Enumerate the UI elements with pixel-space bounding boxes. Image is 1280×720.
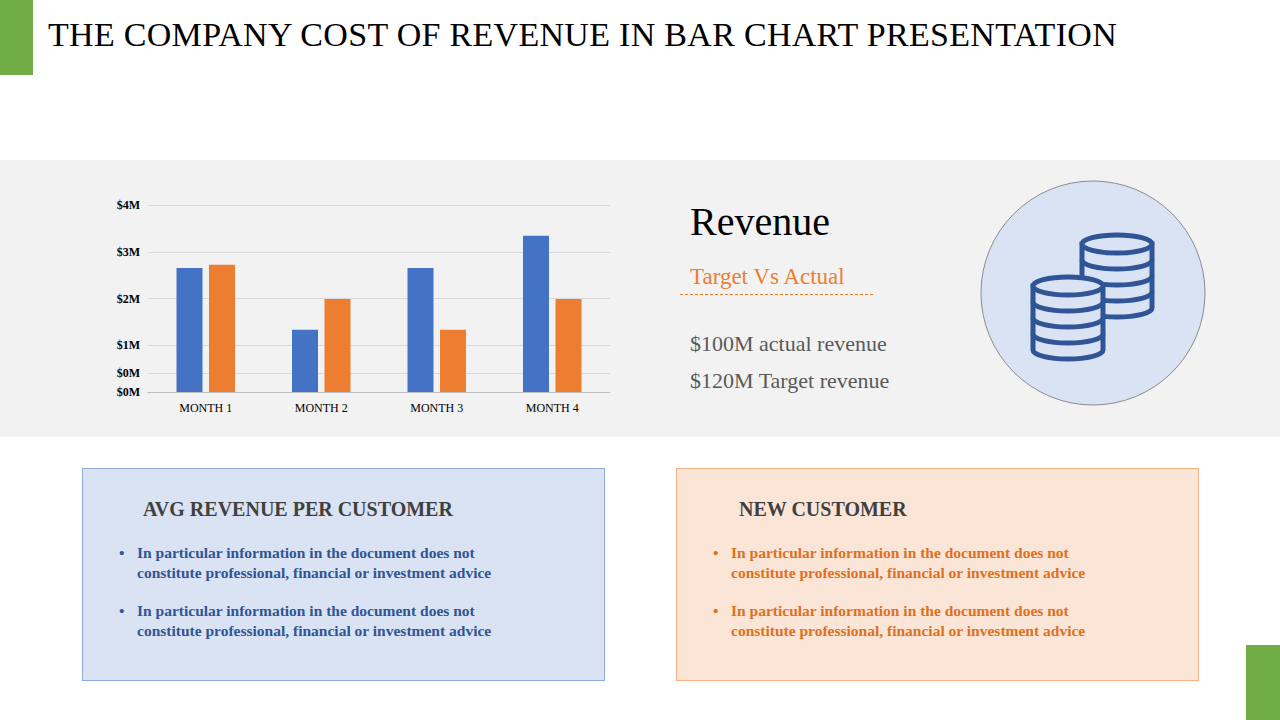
svg-text:MONTH 3: MONTH 3 — [410, 401, 463, 415]
html-text:NEW CUSTOMER: NEW CUSTOMER — [739, 498, 907, 520]
svg-text:MONTH 4: MONTH 4 — [526, 401, 579, 415]
html-text:$100M actual revenue: $100M actual revenue — [690, 331, 887, 356]
html-text:In particular information in t: In particular information in the documen… — [137, 544, 492, 581]
svg-text:$0M: $0M — [117, 385, 140, 399]
html-text:Target Vs Actual: Target Vs Actual — [690, 264, 845, 289]
svg-text:$1M: $1M — [117, 338, 140, 352]
html-text:THE COMPANY COST OF REVENUE IN: THE COMPANY COST OF REVENUE IN BAR CHART… — [48, 16, 1117, 53]
svg-text:MONTH 1: MONTH 1 — [179, 401, 232, 415]
html-text:In particular information in t: In particular information in the documen… — [137, 602, 492, 639]
html-text:AVG REVENUE PER CUSTOMER: AVG REVENUE PER CUSTOMER — [143, 498, 453, 520]
svg-text:$0M: $0M — [117, 366, 140, 380]
html-text:$120M Target revenue: $120M Target revenue — [690, 368, 890, 393]
svg-text:$3M: $3M — [117, 245, 140, 259]
html-text:In particular information in t: In particular information in the documen… — [731, 602, 1086, 639]
html-text:Revenue: Revenue — [690, 199, 830, 244]
html-text:In particular information in t: In particular information in the documen… — [731, 544, 1086, 581]
svg-text:$4M: $4M — [117, 198, 140, 212]
svg-text:MONTH 2: MONTH 2 — [295, 401, 348, 415]
svg-text:$2M: $2M — [117, 292, 140, 306]
